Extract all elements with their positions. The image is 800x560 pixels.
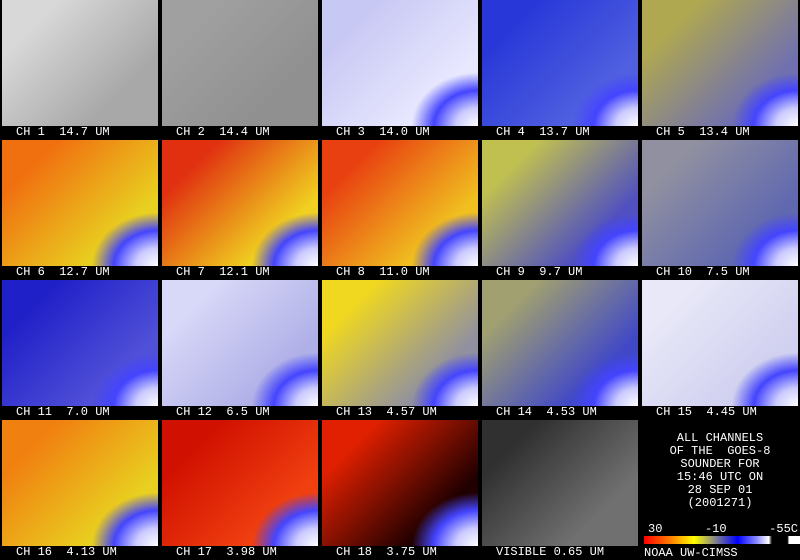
channel-panel: CH 16 4.13 UM — [0, 420, 160, 560]
channel-panel: CH 15 4.45 UM — [640, 280, 800, 420]
channel-panel: CH 12 6.5 UM — [160, 280, 320, 420]
channel-label: CH 2 14.4 UM — [176, 125, 270, 139]
channel-panel: CH 4 13.7 UM — [480, 0, 640, 140]
satellite-image — [482, 280, 638, 406]
channel-label: CH 10 7.5 UM — [656, 265, 750, 279]
satellite-image — [162, 140, 318, 266]
channel-panel: CH 1 14.7 UM — [0, 0, 160, 140]
channel-panel: CH 5 13.4 UM — [640, 0, 800, 140]
info-text: ALL CHANNELS OF THE GOES-8 SOUNDER FOR 15:4… — [640, 420, 800, 510]
channel-label: CH 12 6.5 UM — [176, 405, 270, 419]
color-bar — [644, 536, 800, 544]
channel-panel: CH 3 14.0 UM — [320, 0, 480, 140]
scale-labels: 30 -10 -55C — [648, 522, 798, 536]
channel-label: CH 17 3.98 UM — [176, 545, 277, 559]
satellite-image — [2, 280, 158, 406]
channel-label: CH 15 4.45 UM — [656, 405, 757, 419]
channel-panel: CH 14 4.53 UM — [480, 280, 640, 420]
channel-label: CH 7 12.1 UM — [176, 265, 270, 279]
channel-panel: CH 8 11.0 UM — [320, 140, 480, 280]
channel-label: CH 3 14.0 UM — [336, 125, 430, 139]
channel-label: CH 11 7.0 UM — [16, 405, 110, 419]
info-line: 15:46 UTC ON — [676, 470, 764, 484]
satellite-image — [162, 420, 318, 546]
satellite-image — [322, 140, 478, 266]
info-panel: ALL CHANNELS OF THE GOES-8 SOUNDER FOR 15:4… — [640, 420, 800, 560]
satellite-image — [2, 420, 158, 546]
channel-label: VISIBLE 0.65 UM — [496, 545, 605, 559]
info-line: 28 SEP 01 — [687, 483, 753, 497]
info-line: OF THE GOES-8 — [669, 444, 771, 458]
channel-label: CH 9 9.7 UM — [496, 265, 583, 279]
satellite-image — [322, 0, 478, 126]
satellite-image — [162, 280, 318, 406]
channel-panel: CH 17 3.98 UM — [160, 420, 320, 560]
channel-panel: CH 6 12.7 UM — [0, 140, 160, 280]
channel-panel: CH 2 14.4 UM — [160, 0, 320, 140]
satellite-image — [482, 0, 638, 126]
channel-panel: CH 7 12.1 UM — [160, 140, 320, 280]
channel-label: CH 8 11.0 UM — [336, 265, 430, 279]
channel-panel: CH 9 9.7 UM — [480, 140, 640, 280]
channel-label: CH 18 3.75 UM — [336, 545, 437, 559]
satellite-image — [642, 140, 798, 266]
channel-label: CH 16 4.13 UM — [16, 545, 117, 559]
satellite-image — [642, 280, 798, 406]
satellite-image — [2, 140, 158, 266]
info-line: SOUNDER FOR — [680, 457, 760, 471]
satellite-image — [322, 420, 478, 546]
channel-panel: CH 11 7.0 UM — [0, 280, 160, 420]
satellite-image — [322, 280, 478, 406]
scale-label: -10 — [704, 522, 727, 536]
channel-label: CH 1 14.7 UM — [16, 125, 110, 139]
channel-panel: CH 10 7.5 UM — [640, 140, 800, 280]
satellite-image — [482, 140, 638, 266]
info-line: ALL CHANNELS — [676, 431, 764, 445]
channel-label: CH 4 13.7 UM — [496, 125, 590, 139]
satellite-image — [162, 0, 318, 126]
channel-panel: CH 13 4.57 UM — [320, 280, 480, 420]
channel-panel: VISIBLE 0.65 UM — [480, 420, 640, 560]
scale-label: -55C — [769, 522, 798, 536]
satellite-image — [642, 0, 798, 126]
channel-label: CH 6 12.7 UM — [16, 265, 110, 279]
satellite-image — [482, 420, 638, 546]
channel-panel: CH 18 3.75 UM — [320, 420, 480, 560]
channel-label: CH 13 4.57 UM — [336, 405, 437, 419]
channel-label: CH 5 13.4 UM — [656, 125, 750, 139]
credit: NOAA UW-CIMSS — [644, 546, 738, 560]
scale-label: 30 — [648, 522, 663, 536]
info-line: (2001271) — [687, 496, 753, 510]
channel-label: CH 14 4.53 UM — [496, 405, 597, 419]
satellite-image — [2, 0, 158, 126]
